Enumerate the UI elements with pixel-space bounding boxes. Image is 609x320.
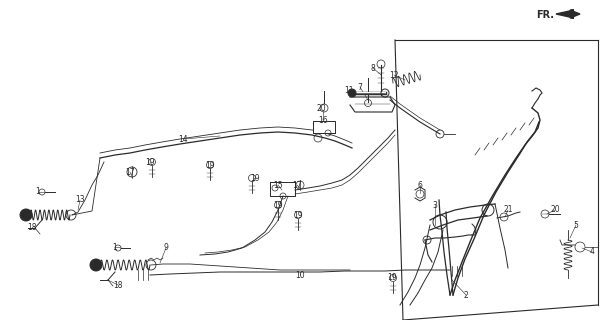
Text: 14: 14	[178, 134, 188, 143]
Text: 4: 4	[590, 247, 594, 257]
Circle shape	[348, 89, 356, 97]
Text: 20: 20	[316, 103, 326, 113]
Circle shape	[90, 259, 102, 271]
Text: 1: 1	[113, 243, 118, 252]
Text: 5: 5	[574, 220, 579, 229]
Text: 21: 21	[503, 205, 513, 214]
Text: 13: 13	[75, 196, 85, 204]
Text: 7: 7	[357, 83, 362, 92]
Text: 3: 3	[432, 201, 437, 210]
Text: 10: 10	[295, 270, 305, 279]
Text: 12: 12	[389, 70, 399, 79]
Text: 19: 19	[387, 274, 397, 283]
Text: 19: 19	[205, 161, 215, 170]
Text: 2: 2	[463, 291, 468, 300]
Text: 19: 19	[145, 157, 155, 166]
Text: 6: 6	[418, 180, 423, 189]
Text: 18: 18	[113, 281, 123, 290]
Text: 18: 18	[27, 223, 37, 233]
Text: 16: 16	[318, 116, 328, 124]
Text: 17: 17	[292, 180, 302, 189]
Text: 19: 19	[273, 201, 283, 210]
Text: 8: 8	[371, 63, 375, 73]
Text: 19: 19	[293, 211, 303, 220]
Text: 15: 15	[273, 180, 283, 189]
Circle shape	[20, 209, 32, 221]
Text: 17: 17	[125, 167, 135, 177]
Text: 9: 9	[164, 244, 169, 252]
Text: 11: 11	[344, 85, 354, 94]
FancyBboxPatch shape	[313, 121, 335, 133]
Text: 1: 1	[35, 188, 40, 196]
Text: FR.: FR.	[536, 10, 554, 20]
Polygon shape	[556, 10, 580, 18]
Text: 20: 20	[550, 205, 560, 214]
Text: 19: 19	[250, 173, 260, 182]
